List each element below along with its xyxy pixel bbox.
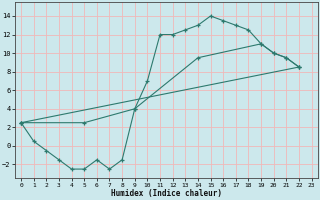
X-axis label: Humidex (Indice chaleur): Humidex (Indice chaleur) [111, 189, 222, 198]
